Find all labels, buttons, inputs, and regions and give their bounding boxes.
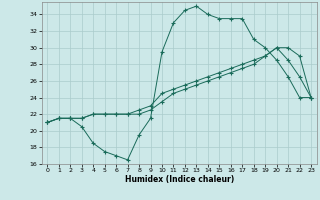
X-axis label: Humidex (Indice chaleur): Humidex (Indice chaleur)	[124, 175, 234, 184]
